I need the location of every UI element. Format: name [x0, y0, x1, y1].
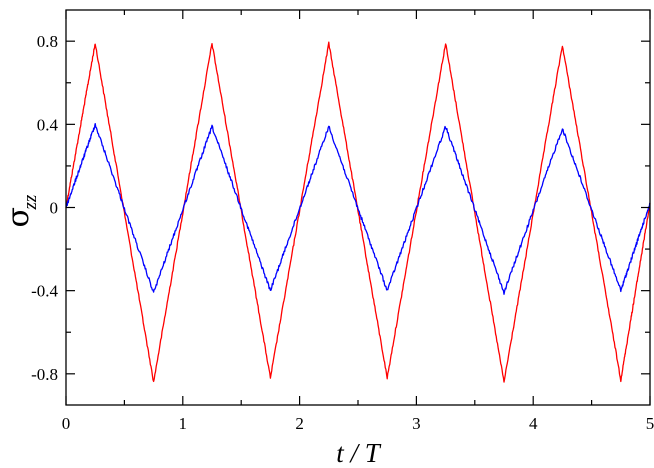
x-tick-label: 0	[62, 414, 71, 433]
series-layer	[65, 41, 651, 383]
y-tick-label: 0	[50, 199, 59, 218]
ticks-layer	[65, 10, 651, 405]
x-tick-label: 5	[646, 414, 654, 433]
y-axis-title-subscript: zz	[20, 194, 41, 210]
x-tick-label: 1	[179, 414, 188, 433]
y-axis-title: σ zz	[1, 194, 41, 227]
y-axis-title-symbol: σ	[1, 207, 36, 227]
x-tick-label: 2	[295, 414, 304, 433]
y-tick-label: 0.8	[37, 32, 58, 51]
labels-layer: 0 1 2 3 4 5 -0.8 -0.4 0 0.4 0.8	[31, 32, 654, 433]
y-tick-label: 0.4	[37, 115, 59, 134]
series-line-2	[65, 122, 651, 295]
x-tick-label: 3	[412, 414, 421, 433]
series-line-1	[65, 41, 651, 383]
plot-frame	[65, 9, 651, 406]
x-axis-title: t / T	[336, 438, 382, 468]
y-tick-label: -0.8	[31, 365, 58, 384]
x-tick-label: 4	[529, 414, 538, 433]
y-tick-label: -0.4	[31, 282, 58, 301]
